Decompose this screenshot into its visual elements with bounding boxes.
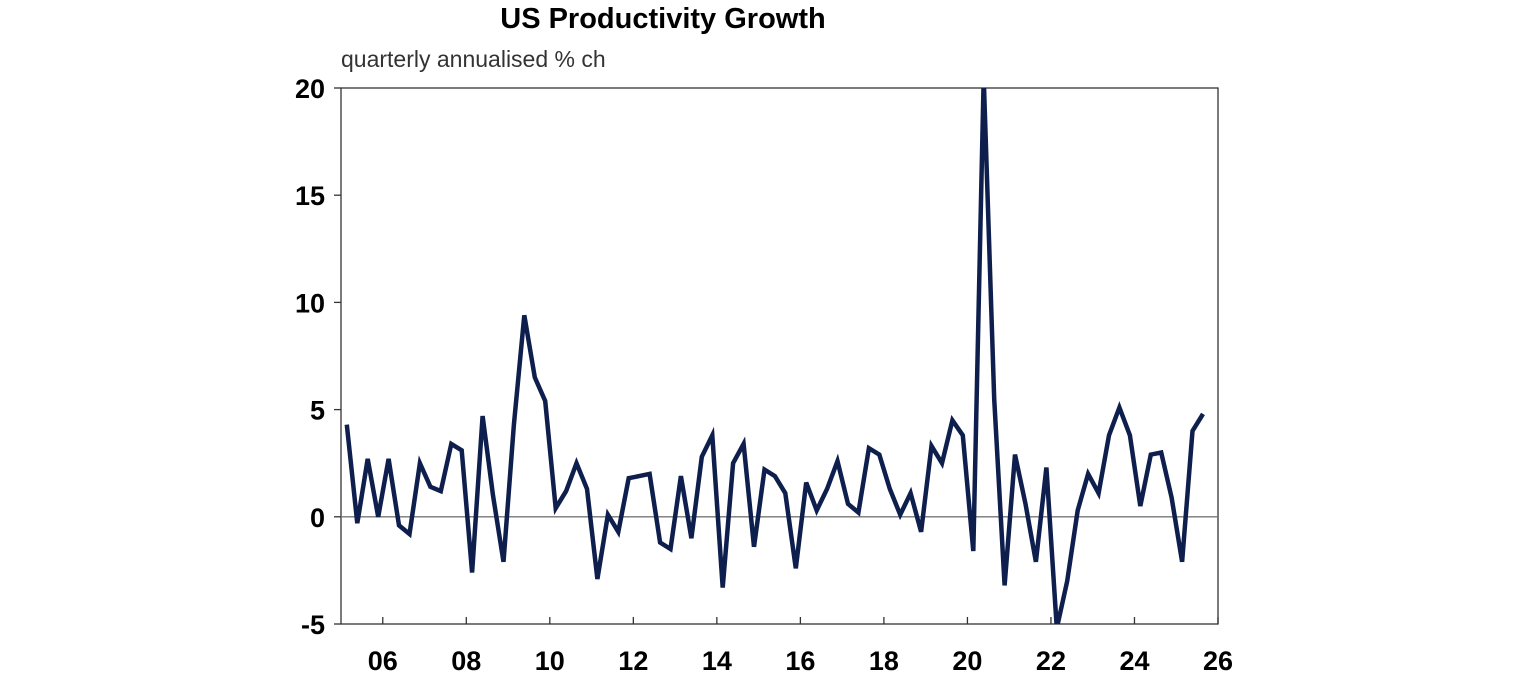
- x-tick-label: 10: [535, 646, 565, 676]
- y-tick-label: 10: [295, 288, 325, 318]
- y-tick-label: 20: [295, 74, 325, 104]
- x-tick-label: 08: [451, 646, 481, 676]
- plot-area: [340, 87, 1219, 625]
- y-tick-label: 0: [310, 503, 325, 533]
- x-tick-label: 24: [1119, 646, 1149, 676]
- x-tick-label: 16: [785, 646, 815, 676]
- x-tick-label: 18: [869, 646, 899, 676]
- y-tick-label: -5: [301, 610, 325, 640]
- x-tick-label: 22: [1036, 646, 1066, 676]
- chart-title: US Productivity Growth: [500, 3, 825, 35]
- x-tick-label: 14: [702, 646, 732, 676]
- y-tick-label: 15: [295, 181, 325, 211]
- x-tick-label: 12: [618, 646, 648, 676]
- x-tick-label: 26: [1203, 646, 1233, 676]
- series-line: [344, 88, 1205, 624]
- x-tick-label: 20: [952, 646, 982, 676]
- x-tick-label: 06: [368, 646, 398, 676]
- chart-subtitle: quarterly annualised % ch: [341, 46, 606, 72]
- y-tick-label: 5: [310, 396, 325, 426]
